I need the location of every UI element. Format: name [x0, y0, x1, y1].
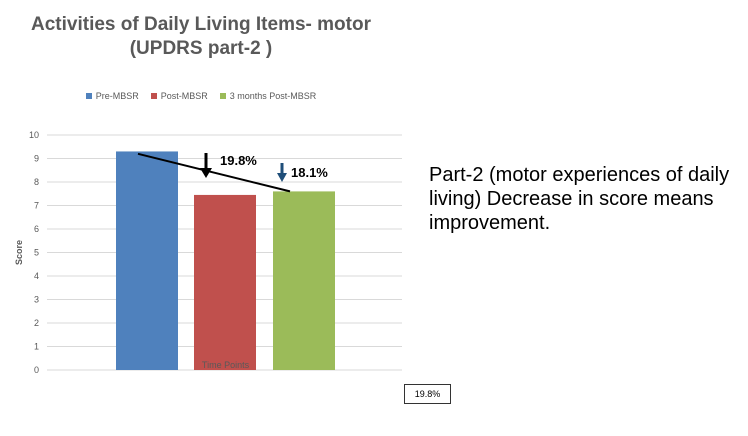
y-tick-label: 0	[34, 365, 39, 375]
y-tick-label: 7	[34, 201, 39, 211]
down-arrow-icon	[277, 173, 287, 182]
chart-title-line-1: Activities of Daily Living Items- motor	[31, 14, 371, 35]
annotation-label: 19.8%	[220, 153, 257, 168]
down-arrow-icon	[200, 168, 212, 178]
legend-label: Pre-MBSR	[95, 91, 139, 101]
y-tick-label: 4	[34, 271, 39, 281]
bar	[273, 191, 335, 370]
legend-swatch	[150, 93, 157, 99]
legend-item-3-months-post-mbsr: 3 months Post-MBSR	[219, 91, 317, 101]
y-tick-label: 2	[34, 318, 39, 328]
bar	[194, 194, 256, 370]
legend-item-post-mbsr: Post-MBSR	[150, 91, 208, 101]
side-note: Part-2 (motor experiences of daily livin…	[429, 164, 730, 234]
annotation-label: 18.1%	[291, 165, 328, 180]
y-tick-label: 5	[34, 248, 39, 258]
y-tick-label: 9	[34, 154, 39, 164]
y-tick-label: 8	[34, 177, 39, 187]
legend-item-pre-mbsr: Pre-MBSR	[85, 91, 139, 101]
chart-legend: Pre-MBSR Post-MBSR 3 months Post-MBSR	[0, 91, 402, 101]
chart-title-line-2: (UPDRS part-2 )	[129, 38, 273, 59]
y-tick-label: 10	[29, 130, 39, 140]
trendline	[137, 152, 291, 193]
bar	[116, 151, 178, 370]
y-tick-label: 1	[34, 342, 39, 352]
legend-swatch	[85, 93, 92, 99]
legend-label: 3 months Post-MBSR	[229, 91, 317, 101]
x-axis-label: Time Points	[202, 360, 250, 370]
y-tick-label: 3	[34, 295, 39, 305]
legend-swatch	[219, 93, 226, 99]
legend-label: Post-MBSR	[160, 91, 208, 101]
y-tick-label: 6	[34, 224, 39, 234]
y-axis-label: Score	[14, 240, 24, 265]
boxed-percentage-label: 19.8%	[404, 384, 451, 404]
